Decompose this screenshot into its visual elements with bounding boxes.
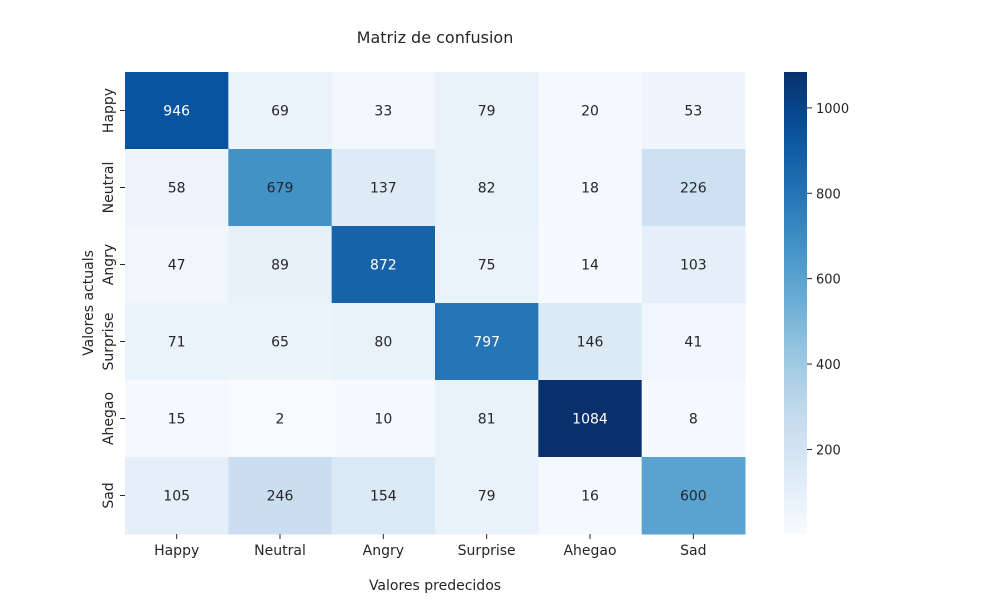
colorbar-tick-label: 800 [816, 187, 841, 202]
heatmap-cell [641, 380, 746, 458]
x-tick-label: Angry [363, 543, 404, 559]
x-tick-label: Ahegao [563, 543, 616, 559]
heatmap-cell [538, 380, 643, 458]
cell-value-label: 679 [267, 181, 294, 197]
heatmap-cell [641, 457, 746, 535]
cell-value-label: 1084 [572, 412, 608, 428]
y-tick-label: Angry [101, 244, 117, 285]
heatmap-cell [641, 72, 746, 150]
y-tick-label: Surprise [101, 313, 117, 371]
heatmap-cell [228, 380, 333, 458]
cell-value-label: 16 [581, 489, 599, 505]
heatmap-cell [331, 226, 436, 304]
heatmap-cell [228, 72, 333, 150]
cell-value-label: 65 [271, 335, 289, 351]
heatmap-cell [435, 226, 539, 304]
heatmap-cell [331, 72, 436, 150]
x-tick-label: Sad [680, 543, 706, 559]
cell-value-label: 797 [473, 335, 500, 351]
heatmap-cell [435, 380, 539, 458]
heatmap-cell [228, 149, 333, 227]
cell-value-label: 89 [271, 258, 289, 274]
heatmap-cell [125, 72, 229, 150]
cell-value-label: 2 [276, 412, 285, 428]
heatmap-cell [331, 149, 436, 227]
cell-value-label: 946 [163, 104, 190, 120]
cell-value-label: 47 [168, 258, 186, 274]
cell-value-label: 75 [478, 258, 496, 274]
colorbar [784, 72, 807, 534]
cell-value-label: 33 [374, 104, 392, 120]
cell-value-label: 15 [168, 412, 186, 428]
heatmap-cell [228, 226, 333, 304]
cell-value-label: 14 [581, 258, 599, 274]
cell-value-label: 53 [684, 104, 702, 120]
cell-value-label: 146 [577, 335, 604, 351]
heatmap-cell [435, 303, 539, 381]
cell-value-label: 226 [680, 181, 707, 197]
heatmap-cell [641, 226, 746, 304]
heatmap-cell [228, 457, 333, 535]
heatmap-cell [538, 226, 643, 304]
x-tick-label: Neutral [254, 543, 306, 559]
heatmap-cell [125, 457, 229, 535]
heatmap-cell [125, 226, 229, 304]
cell-value-label: 137 [370, 181, 397, 197]
heatmap-cell [125, 149, 229, 227]
colorbar-ticks: 200 400 600 800 1000 [807, 102, 849, 458]
cell-value-label: 246 [267, 489, 294, 505]
heatmap-cell [641, 303, 746, 381]
x-axis-ticks: Happy Neutral Angry Surprise Ahegao Sad [154, 534, 707, 559]
y-axis-label: Valores actuals [81, 250, 97, 356]
cell-value-label: 20 [581, 104, 599, 120]
cell-value-label: 154 [370, 489, 397, 505]
heatmap-cell [331, 457, 436, 535]
heatmap-cell [538, 149, 643, 227]
cell-value-label: 79 [478, 489, 496, 505]
cell-value-label: 8 [689, 412, 698, 428]
y-tick-label: Ahegao [101, 392, 117, 445]
cell-value-label: 105 [163, 489, 190, 505]
chart-title: Matriz de confusion [357, 28, 514, 47]
cell-value-label: 18 [581, 181, 599, 197]
heatmap-cell [435, 457, 539, 535]
y-axis-ticks: Happy Neutral Angry Surprise Ahegao Sad [101, 88, 125, 509]
heatmap-cell [331, 303, 436, 381]
y-tick-label: Neutral [101, 162, 117, 214]
heatmap-cell [538, 72, 643, 150]
x-axis-label: Valores predecidos [369, 578, 501, 594]
cell-value-label: 872 [370, 258, 397, 274]
x-tick-label: Surprise [458, 543, 516, 559]
colorbar-tick-label: 1000 [816, 102, 849, 117]
heatmap-cell [331, 380, 436, 458]
cell-value-label: 103 [680, 258, 707, 274]
cell-value-label: 69 [271, 104, 289, 120]
colorbar-tick-label: 400 [816, 358, 841, 373]
heatmap-cell [228, 303, 333, 381]
heatmap-cell [538, 457, 643, 535]
heatmap-cell [538, 303, 643, 381]
cell-value-label: 600 [680, 489, 707, 505]
heatmap-cell [641, 149, 746, 227]
y-tick-label: Sad [101, 482, 117, 508]
cell-value-label: 80 [374, 335, 392, 351]
x-tick-label: Happy [154, 543, 199, 559]
cell-value-label: 41 [684, 335, 702, 351]
colorbar-tick-label: 600 [816, 273, 841, 288]
cell-value-label: 71 [168, 335, 186, 351]
cell-value-label: 10 [374, 412, 392, 428]
colorbar-tick-label: 200 [816, 443, 841, 458]
heatmap-cell [435, 149, 539, 227]
y-tick-label: Happy [101, 88, 117, 133]
heatmap-cell [125, 303, 229, 381]
cell-value-label: 58 [168, 181, 186, 197]
cell-value-label: 81 [478, 412, 496, 428]
heatmap-cell [125, 380, 229, 458]
heatmap-cell [435, 72, 539, 150]
cell-value-label: 79 [478, 104, 496, 120]
cell-value-label: 82 [478, 181, 496, 197]
